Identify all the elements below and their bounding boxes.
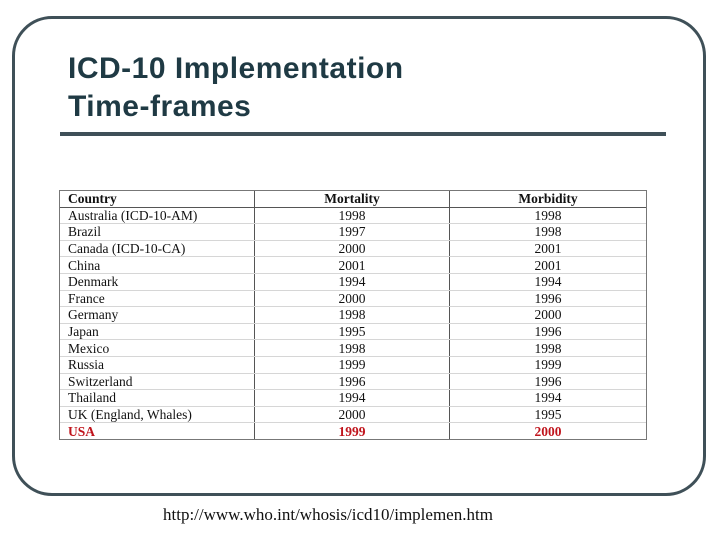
slide-title-line-1: ICD-10 Implementation xyxy=(68,52,404,85)
table-body: Australia (ICD-10-AM) 1998 1998 Brazil 1997 1… xyxy=(60,207,646,439)
cell-morbidity: 1996 xyxy=(449,373,646,391)
cell-mortality: 1997 xyxy=(254,223,450,241)
table-row: Switzerland 1996 1996 xyxy=(60,373,646,391)
table-row: Japan 1995 1996 xyxy=(60,323,646,341)
cell-mortality: 2001 xyxy=(254,256,450,274)
table-row: Denmark 1994 1994 xyxy=(60,273,646,291)
slide-title: ICD-10 Implementation Time-frames xyxy=(68,50,628,126)
table-row: USA 1999 2000 xyxy=(60,422,646,439)
cell-country: Thailand xyxy=(60,389,255,407)
cell-morbidity: 2000 xyxy=(449,306,646,324)
cell-morbidity: 1996 xyxy=(449,290,646,308)
cell-country: France xyxy=(60,290,255,308)
source-url-text: http://www.who.int/whosis/icd10/implemen… xyxy=(163,505,493,524)
slide-title-line-2: Time-frames xyxy=(68,90,252,123)
table-row: France 2000 1996 xyxy=(60,290,646,308)
cell-morbidity: 1995 xyxy=(449,406,646,424)
cell-morbidity: 1999 xyxy=(449,356,646,374)
cell-country: Switzerland xyxy=(60,373,255,391)
column-header-mortality: Mortality xyxy=(254,191,450,208)
cell-morbidity: 1994 xyxy=(449,273,646,291)
cell-morbidity: 1996 xyxy=(449,323,646,341)
cell-morbidity: 1998 xyxy=(449,223,646,241)
cell-mortality: 1999 xyxy=(254,422,450,439)
cell-country: Mexico xyxy=(60,339,255,357)
cell-mortality: 1994 xyxy=(254,389,450,407)
cell-country: Japan xyxy=(60,323,255,341)
cell-morbidity: 1998 xyxy=(449,339,646,357)
cell-morbidity: 1998 xyxy=(449,207,646,225)
cell-mortality: 1995 xyxy=(254,323,450,341)
cell-morbidity: 2001 xyxy=(449,240,646,258)
cell-country: USA xyxy=(60,422,255,439)
column-header-morbidity: Morbidity xyxy=(449,191,646,208)
cell-mortality: 1998 xyxy=(254,339,450,357)
implementation-table-container: Country Mortality Morbidity Australia (I… xyxy=(59,190,647,440)
cell-mortality: 1998 xyxy=(254,207,450,225)
cell-mortality: 1994 xyxy=(254,273,450,291)
column-header-country: Country xyxy=(60,191,255,208)
cell-country: UK (England, Whales) xyxy=(60,406,255,424)
cell-morbidity: 2000 xyxy=(534,423,562,439)
table-row: Russia 1999 1999 xyxy=(60,356,646,374)
cell-country: Brazil xyxy=(60,223,255,241)
cell-mortality: 2000 xyxy=(254,406,450,424)
cell-country: Canada (ICD-10-CA) xyxy=(60,240,255,258)
table-row: Germany 1998 2000 xyxy=(60,306,646,324)
cell-mortality: 1996 xyxy=(254,373,450,391)
table-row: Brazil 1997 1998 xyxy=(60,223,646,241)
title-divider xyxy=(60,132,666,136)
cell-country: Germany xyxy=(60,306,255,324)
cell-mortality: 1999 xyxy=(254,356,450,374)
table-row: Canada (ICD-10-CA) 2000 2001 xyxy=(60,240,646,258)
table-row: Mexico 1998 1998 xyxy=(60,339,646,357)
cell-mortality: 1998 xyxy=(254,306,450,324)
table-row: UK (England, Whales) 2000 1995 xyxy=(60,406,646,424)
cell-country: China xyxy=(60,256,255,274)
cell-morbidity: 1994 xyxy=(449,389,646,407)
cell-mortality: 2000 xyxy=(254,240,450,258)
cell-country: Russia xyxy=(60,356,255,374)
implementation-table: Country Mortality Morbidity Australia (I… xyxy=(60,191,646,439)
cell-morbidity: 2001 xyxy=(449,256,646,274)
table-header-row: Country Mortality Morbidity xyxy=(60,191,646,208)
cell-mortality: 2000 xyxy=(254,290,450,308)
cell-country: Australia (ICD-10-AM) xyxy=(60,207,255,225)
table-row: Thailand 1994 1994 xyxy=(60,389,646,407)
cell-country: Denmark xyxy=(60,273,255,291)
table-row: Australia (ICD-10-AM) 1998 1998 xyxy=(60,207,646,225)
table-row: China 2001 2001 xyxy=(60,256,646,274)
